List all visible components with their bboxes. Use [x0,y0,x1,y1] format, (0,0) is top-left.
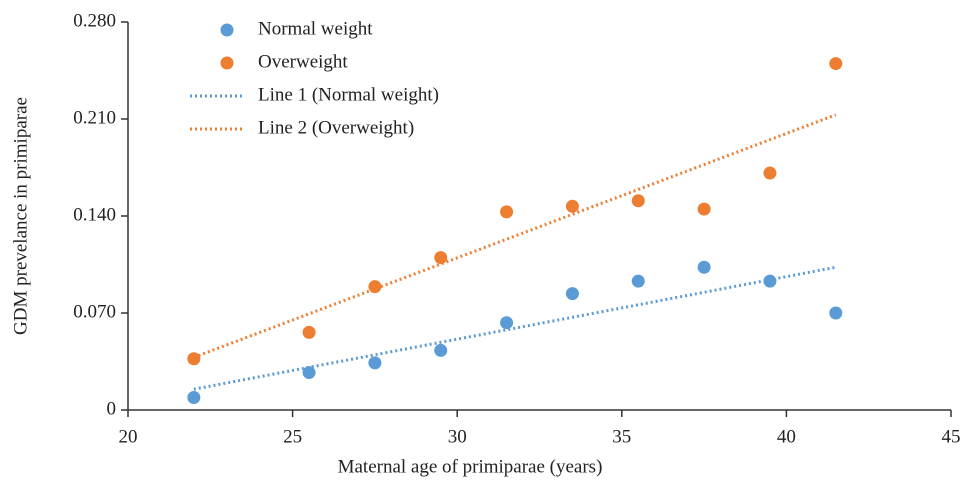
point [697,260,711,274]
legend-label: Overweight [258,51,348,72]
point [697,202,711,216]
point [368,280,382,294]
legend-label: Line 2 (Overweight) [258,117,414,138]
x-tick-label: 20 [119,426,138,447]
trend-line [193,113,837,359]
y-tick-label: 0.140 [73,204,116,225]
point [368,356,382,370]
x-tick-label: 35 [612,426,631,447]
point [829,57,843,71]
x-tick-label: 40 [777,426,796,447]
x-axis-label: Maternal age of primiparae (years) [338,456,603,477]
point [565,287,579,301]
point [302,325,316,339]
trend-line [193,265,837,391]
legend-label: Line 1 (Normal weight) [258,84,439,105]
point [565,199,579,213]
x-tick-label: 25 [283,426,302,447]
point [631,274,645,288]
y-tick-label: 0.280 [73,10,116,31]
x-tick-label: 45 [942,426,961,447]
point [763,166,777,180]
point [631,194,645,208]
legend-label: Normal weight [258,18,373,39]
y-tick-label: 0.210 [73,107,116,128]
point [500,316,514,330]
legend-symbol [220,23,234,37]
x-tick-label: 30 [448,426,467,447]
point [829,306,843,320]
point [500,205,514,219]
legend-symbol [220,56,234,70]
point [434,343,448,357]
point [187,391,201,405]
point [434,251,448,265]
point [187,352,201,366]
y-tick-label: 0 [107,398,117,419]
y-tick-label: 0.070 [73,301,116,322]
point [302,366,316,380]
y-axis-label: GDM prevelance in primiparae [10,97,31,335]
